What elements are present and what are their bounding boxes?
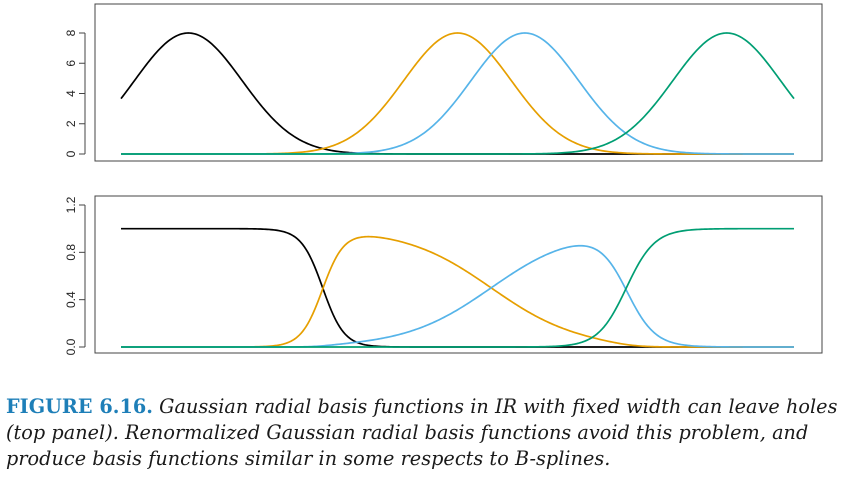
top-curve-black — [120, 32, 794, 155]
bottom-curve-skyblue — [121, 244, 794, 348]
top-y-axis: 0 2 4 6 8 — [64, 29, 86, 157]
bottom-curves — [121, 227, 794, 348]
top-tick-label: 4 — [64, 90, 78, 97]
top-tick-label: 2 — [64, 120, 78, 127]
top-tick-label: 0 — [64, 150, 78, 157]
bottom-curve-green — [121, 227, 794, 348]
bottom-tick-label: 0.4 — [64, 291, 78, 308]
top-tick-label: 6 — [64, 60, 78, 67]
top-curve-skyblue — [121, 32, 794, 155]
figure-label: FIGURE 6.16. — [6, 395, 153, 418]
caption-text: Gaussian radial basis functions in IR wi… — [6, 395, 838, 470]
bottom-curve-black — [121, 227, 794, 348]
bottom-tick-label: 1.2 — [64, 196, 78, 213]
figure-caption: FIGURE 6.16. Gaussian radial basis funct… — [6, 394, 864, 472]
top-panel: 0 2 4 6 8 — [64, 3, 823, 162]
bottom-tick-label: 0.8 — [64, 244, 78, 261]
bottom-curve-orange — [121, 235, 794, 348]
top-curve-green — [121, 32, 795, 155]
bottom-panel: 0.0 0.4 0.8 1.2 — [64, 195, 823, 355]
bottom-panel-box — [94, 195, 823, 354]
figure: 0 2 4 6 8 0.0 0.4 0.8 1.2 — [64, 3, 823, 355]
top-curves — [120, 32, 795, 155]
top-tick-label: 8 — [64, 29, 78, 36]
bottom-y-axis: 0.0 0.4 0.8 1.2 — [64, 196, 86, 355]
top-panel-box — [94, 3, 823, 162]
bottom-tick-label: 0.0 — [64, 338, 78, 355]
top-curve-orange — [121, 32, 794, 155]
